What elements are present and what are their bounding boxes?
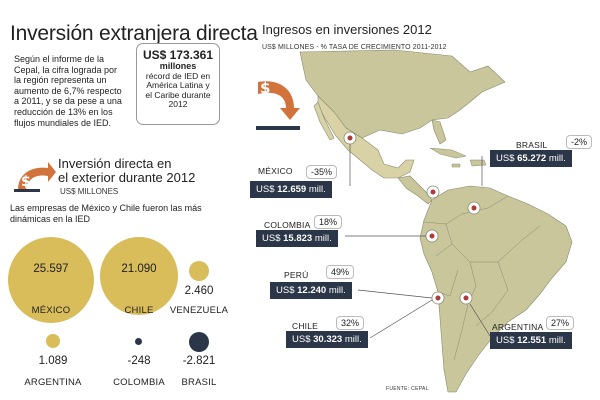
amount-colombia-value: 15.823 bbox=[283, 233, 313, 244]
country-argentina: ARGENTINA bbox=[24, 377, 82, 388]
amount-chile-prefix: US$ bbox=[292, 334, 311, 345]
amount-colombia-prefix: US$ bbox=[262, 233, 281, 244]
value-chile: 21.090 bbox=[121, 263, 157, 275]
map-subtitle: US$ MILLONES - % TASA DE CRECIMIENTO 201… bbox=[262, 44, 447, 51]
amount-mexico: US$ 12.659 mill. bbox=[250, 181, 332, 198]
florida-land bbox=[431, 119, 447, 145]
value-argentina: 1.089 bbox=[38, 355, 68, 367]
amount-mexico-suffix: mill. bbox=[308, 184, 326, 195]
country-colombia: COLOMBIA bbox=[113, 377, 165, 388]
leader-lines bbox=[345, 144, 491, 339]
amount-argentina-value: 12.551 bbox=[517, 335, 547, 346]
pct-colombia: 18% bbox=[314, 215, 343, 229]
bubble-argentina bbox=[46, 334, 60, 348]
amount-argentina-suffix: mill. bbox=[548, 335, 566, 346]
map-label-brasil: BRASIL bbox=[516, 140, 548, 150]
amount-colombia: US$ 15.823 mill. bbox=[256, 230, 338, 247]
amount-mexico-value: 12.659 bbox=[277, 184, 307, 195]
outward-bubbles: 25.597 MÉXICO 21.090 CHILE 2.460 VENEZUE… bbox=[0, 225, 230, 395]
map-markers bbox=[343, 131, 481, 305]
jamaica-land bbox=[451, 163, 461, 168]
bubble-brasil bbox=[189, 332, 209, 352]
pct-mexico: -35% bbox=[306, 165, 338, 179]
pct-argentina: 27% bbox=[546, 316, 575, 330]
baja-land bbox=[313, 101, 335, 141]
amount-brasil-suffix: mill. bbox=[548, 153, 566, 164]
bubble-mexico bbox=[8, 237, 94, 323]
map-label-argentina: ARGENTINA bbox=[492, 322, 544, 332]
outward-title: Inversión directa en el exterior durante… bbox=[58, 157, 195, 185]
amount-brasil-value: 65.272 bbox=[517, 153, 547, 164]
central-america-land bbox=[397, 175, 433, 205]
country-brasil: BRASIL bbox=[181, 377, 217, 388]
south-america-land bbox=[419, 185, 573, 393]
value-mexico: 25.597 bbox=[33, 263, 69, 275]
latin-america-map bbox=[299, 49, 573, 393]
hispaniola-land bbox=[469, 159, 487, 167]
dollar-arrow-icon: $ bbox=[256, 79, 300, 130]
bubble-chile bbox=[100, 237, 178, 315]
amount-brasil: US$ 65.272 mill. bbox=[490, 150, 572, 167]
amount-colombia-suffix: mill. bbox=[314, 233, 332, 244]
amount-argentina: US$ 12.551 mill. bbox=[490, 332, 572, 349]
outward-unit: US$ MILLONES bbox=[60, 187, 119, 196]
map-label-mexico: MÉXICO bbox=[258, 166, 293, 176]
amount-brasil-prefix: US$ bbox=[496, 153, 515, 164]
amount-mexico-prefix: US$ bbox=[256, 184, 275, 195]
mexico-land bbox=[317, 95, 415, 179]
callout-caption: récord de IED en América Latina y el Car… bbox=[145, 70, 211, 110]
value-brasil: -2.821 bbox=[182, 355, 216, 367]
amount-peru-prefix: US$ bbox=[276, 285, 295, 296]
value-colombia: -248 bbox=[127, 355, 151, 367]
callout-unit: millones bbox=[159, 61, 197, 71]
pct-brasil: -2% bbox=[566, 135, 593, 149]
bubble-venezuela bbox=[189, 261, 209, 281]
amount-peru-suffix: mill. bbox=[328, 285, 346, 296]
amount-chile-suffix: mill. bbox=[344, 334, 362, 345]
country-mexico: MÉXICO bbox=[31, 305, 71, 316]
bubble-colombia bbox=[135, 338, 142, 345]
amount-peru: US$ 12.240 mill. bbox=[270, 282, 352, 299]
outward-note: Las empresas de México y Chile fueron la… bbox=[10, 203, 202, 224]
map-label-chile: CHILE bbox=[292, 321, 319, 331]
svg-text:$: $ bbox=[21, 174, 31, 190]
callout-amount: US$ 173.361 bbox=[142, 48, 214, 62]
intro-text: Según el informe de la Cepal, la cifra l… bbox=[14, 54, 122, 128]
amount-chile-value: 30.323 bbox=[313, 334, 343, 345]
pct-peru: 49% bbox=[326, 265, 355, 279]
value-venezuela: 2.460 bbox=[184, 285, 214, 297]
amount-peru-value: 12.240 bbox=[297, 285, 327, 296]
country-venezuela: VENEZUELA bbox=[169, 305, 229, 316]
dollar-arrow-icon: $ bbox=[14, 162, 56, 192]
map-label-colombia: COLOMBIA bbox=[264, 220, 311, 230]
outward-title-line1: Inversión directa en bbox=[58, 156, 172, 171]
cuba-land bbox=[429, 147, 467, 159]
amount-chile: US$ 30.323 mill. bbox=[286, 331, 368, 348]
record-callout: US$ 173.361 millones récord de IED en Am… bbox=[136, 43, 220, 125]
outward-title-line2: el exterior durante 2012 bbox=[58, 170, 196, 185]
country-chile: CHILE bbox=[124, 305, 154, 316]
amount-argentina-prefix: US$ bbox=[496, 335, 515, 346]
map-source: FUENTE: CEPAL bbox=[386, 386, 429, 392]
page-title: Inversión extranjera directa bbox=[10, 22, 258, 45]
map-label-peru: PERÚ bbox=[284, 270, 309, 280]
map-title: Ingresos en inversiones 2012 bbox=[262, 22, 432, 37]
svg-text:$: $ bbox=[260, 79, 270, 97]
pct-chile: 32% bbox=[336, 316, 365, 330]
